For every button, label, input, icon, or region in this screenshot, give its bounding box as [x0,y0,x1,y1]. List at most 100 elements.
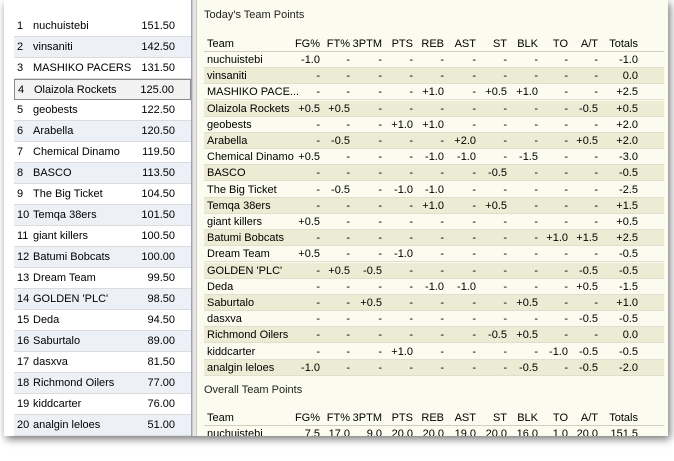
stat-cell: - [378,248,382,261]
column-header[interactable]: FT% [326,412,350,424]
column-header[interactable]: TO [552,38,568,50]
stat-cell: -3.0 [619,151,638,164]
column-header[interactable]: PTS [391,412,413,424]
standings-team-name: MASHIKO PACERS [33,62,132,74]
today-table-row[interactable]: giant killers +0.5 - - - - - - - - - +0.5 [204,214,664,230]
today-table-row[interactable]: MASHIKO PACE... - - - - +1.0- +0.5 +1.0- - +2.5 [204,84,664,101]
stat-cell: - [503,135,507,147]
today-table-row[interactable]: Deda - - - - -1.0 -1.0- - - +0.5 -1.5 [204,279,664,295]
team-cell: Olaizola Rockets [207,102,290,115]
column-header[interactable]: FG% [294,38,320,50]
stat-cell: - [409,70,413,83]
stat-cell: -1.0 [425,183,444,196]
column-header[interactable]: REB [421,412,444,424]
today-table-row[interactable]: Chemical Dinamo +0.5- - - -1.0 -1.0- -1.5- - -3.… [204,149,664,166]
stat-cell: - [440,135,444,147]
standings-row[interactable]: 15 Deda 94.50 [14,310,191,331]
column-header[interactable]: Totals [609,38,638,50]
stat-cell: - [440,313,444,326]
today-table-row[interactable]: geobests - - - +1.0 +1.0- - - - - +2.0 [204,117,664,133]
column-header[interactable]: BLK [517,38,538,50]
today-table-row[interactable]: Arabella - -0.5- - - +2.0- - - +0.5 +2.0 [204,133,664,149]
standings-row[interactable]: 14 GOLDEN 'PLC' 98.50 [14,289,191,310]
today-table-row[interactable]: Dream Team +0.5- - -1.0- - - - - - -0.5 [204,246,664,263]
stat-cell: - [503,102,507,115]
standings-row[interactable]: 16 Saburtalo 89.00 [14,331,191,352]
column-header[interactable]: A/T [580,412,598,424]
today-table-row[interactable]: The Big Ticket - -0.5- -1.0 -1.0- - - - - -2.5 [204,182,664,198]
column-header[interactable]: 3PTM [352,412,382,424]
stat-cell: - [472,102,476,115]
standings-row[interactable]: 4 Olaizola Rockets 125.00 [14,79,191,100]
column-header[interactable]: AST [454,38,476,50]
team-cell: Arabella [207,135,248,147]
stat-cell: - [409,135,413,147]
standings-points: 125.00 [140,84,174,96]
stat-cell: - [378,216,382,228]
column-header[interactable]: Team [207,412,234,424]
standings-row[interactable]: 8 BASCO 113.50 [14,163,191,184]
column-header[interactable]: TO [552,412,568,424]
team-cell: Chemical Dinamo [207,151,294,164]
standings-row[interactable]: 3 MASHIKO PACERS 131.50 [14,58,191,79]
column-header[interactable]: AST [454,412,476,424]
stat-cell: - [316,232,320,245]
standings-row[interactable]: 13 Dream Team 99.50 [14,268,191,289]
today-table-row[interactable]: kiddcarter - - - +1.0- - - - -1.0 -0.5 -0.5 [204,344,664,360]
stat-cell: - [316,280,320,293]
today-table-row[interactable]: Temqa 38ers - - - - +1.0- +0.5- - - +1.5 [204,197,664,214]
team-cell: Deda [207,280,234,293]
today-table-row[interactable]: nuchuistebi -1.0 - - - - - - - - - -1.0 [204,52,664,68]
column-header[interactable]: Totals [609,412,638,424]
today-table-row[interactable]: analgin leloes -1.0- - - - - - -0.5- -0.5 -2.0 [204,359,664,376]
standings-row[interactable]: 12 Batumi Bobcats 100.00 [14,247,191,268]
today-table-row[interactable]: vinsaniti - - - - - - - - - - 0.0 [204,68,664,85]
overall-table-row[interactable]: nuchuistebi 7.5 17.0 9.0 20.0 20.0 19.0 20.0 16.… [204,426,664,436]
standings-row[interactable]: 17 dasxva 81.50 [14,352,191,373]
column-header[interactable]: Team [207,38,234,50]
column-header[interactable]: ST [492,38,507,50]
today-table-row[interactable]: Saburtalo - - +0.5- - - - +0.5- - +1.0 [204,295,664,311]
standings-row[interactable]: 19 kiddcarter 76.00 [14,394,191,415]
stat-cell: -1.0 [457,151,476,164]
today-table-row[interactable]: Olaizola Rockets +0.5 +0.5- - - - - - - -0.5 +0.5 [204,100,664,117]
standings-row[interactable]: 5 geobests 122.50 [14,100,191,121]
column-header[interactable]: A/T [580,38,598,50]
stat-cell: - [378,151,382,164]
standings-rank: 17 [17,356,30,368]
column-header[interactable]: ST [492,412,507,424]
column-header[interactable]: PTS [391,38,413,50]
standings-row[interactable]: 9 The Big Ticket 104.50 [14,184,191,205]
stat-cell: -1.5 [519,151,538,164]
today-table-row[interactable]: Richmond Oilers - - - - - - -0.5 +0.5- -0.0 [204,327,664,344]
standings-row[interactable]: 11 giant killers 100.50 [14,226,191,247]
column-header[interactable]: REB [421,38,444,50]
panel-splitter[interactable] [192,0,197,436]
standings-row[interactable]: 18 Richmond Oilers 77.00 [14,373,191,394]
stat-cell: - [564,118,568,131]
stat-cell: 16.0 [516,428,538,436]
column-header[interactable]: BLK [517,412,538,424]
today-table-row[interactable]: BASCO - - - - - - -0.5- - - -0.5 [204,165,664,182]
standings-points: 51.00 [147,419,175,431]
column-header[interactable]: FT% [326,38,350,50]
stat-cell: - [378,54,382,66]
stat-cell: - [534,199,538,212]
standings-row[interactable]: 6 Arabella 120.50 [14,121,191,142]
stat-cell: -2.5 [619,183,638,196]
standings-row[interactable]: 10 Temqa 38ers 101.50 [14,205,191,226]
standings-row[interactable]: 7 Chemical Dinamo 119.50 [14,142,191,163]
today-table-row[interactable]: dasxva - - - - - - - - - -0.5 -0.5 [204,311,664,328]
standings-row[interactable]: 1 nuchuistebi 151.50 [14,16,191,37]
today-table-row[interactable]: GOLDEN 'PLC' - +0.5 -0.5- - - - - - -0.5 -0.5 [204,262,664,279]
today-table-row[interactable]: Batumi Bobcats - - - - - - - - +1.0 +1.5 +2.5 [204,230,664,247]
standings-row[interactable]: 2 vinsaniti 142.50 [14,37,191,58]
standings-points: 99.50 [147,272,175,284]
standings-team-name: Arabella [33,125,74,137]
column-header[interactable]: FG% [294,412,320,424]
standings-row[interactable]: 20 analgin leloes 51.00 [14,415,191,436]
stat-cell: - [564,216,568,228]
stat-cell: +0.5 [576,135,598,147]
column-header[interactable]: 3PTM [352,38,382,50]
standings-rank: 16 [17,335,30,347]
